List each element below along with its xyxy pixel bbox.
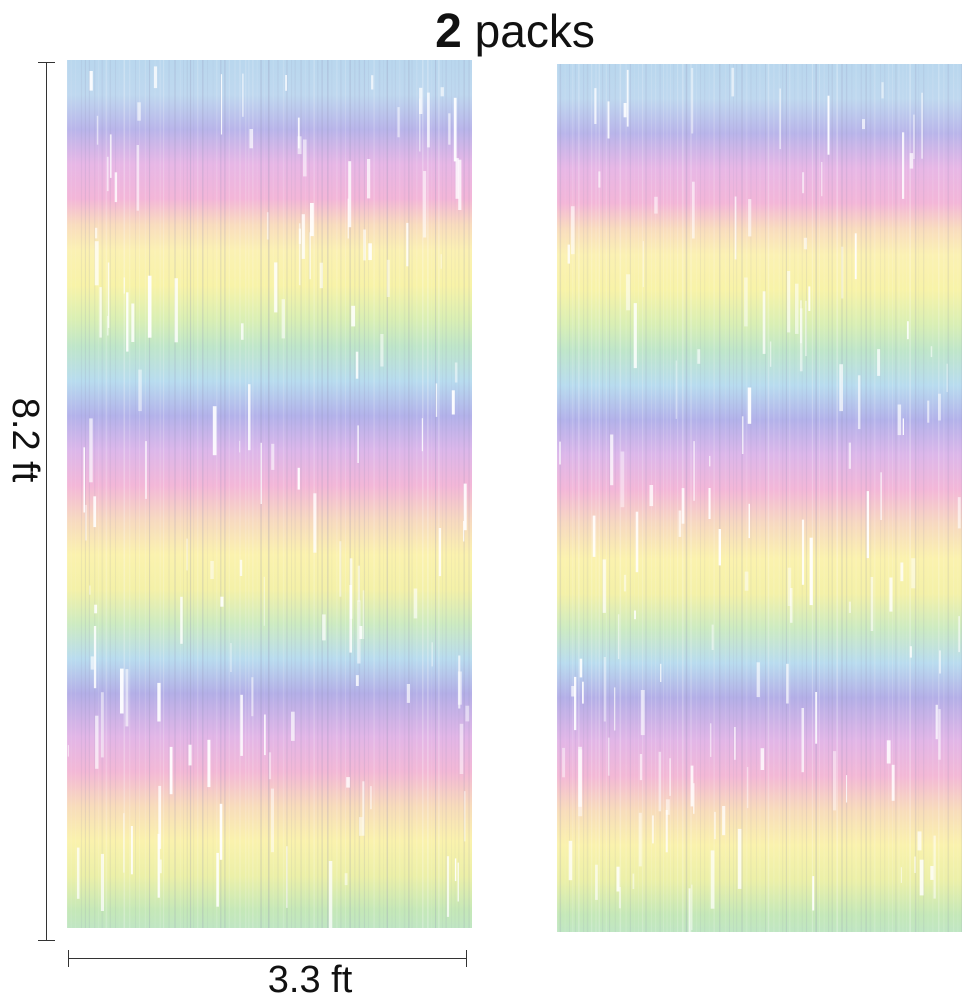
foil-curtain-right (557, 64, 962, 932)
pack-unit: packs (474, 5, 595, 57)
pack-quantity: 2 (435, 5, 462, 58)
height-dimension-line (46, 63, 47, 940)
foil-curtain-left (67, 60, 472, 928)
width-dimension-cap-right (466, 950, 467, 967)
headline: 2 packs (0, 0, 966, 67)
foil-strands-left (67, 60, 470, 928)
width-dimension-label: 3.3 ft (267, 959, 353, 1001)
height-dimension-label: 8.2 ft (4, 397, 46, 483)
height-dimension-cap-bottom (38, 940, 55, 941)
foil-strands-right (557, 64, 962, 932)
width-dimension-line (68, 958, 466, 959)
height-dimension-cap-top (38, 62, 55, 63)
